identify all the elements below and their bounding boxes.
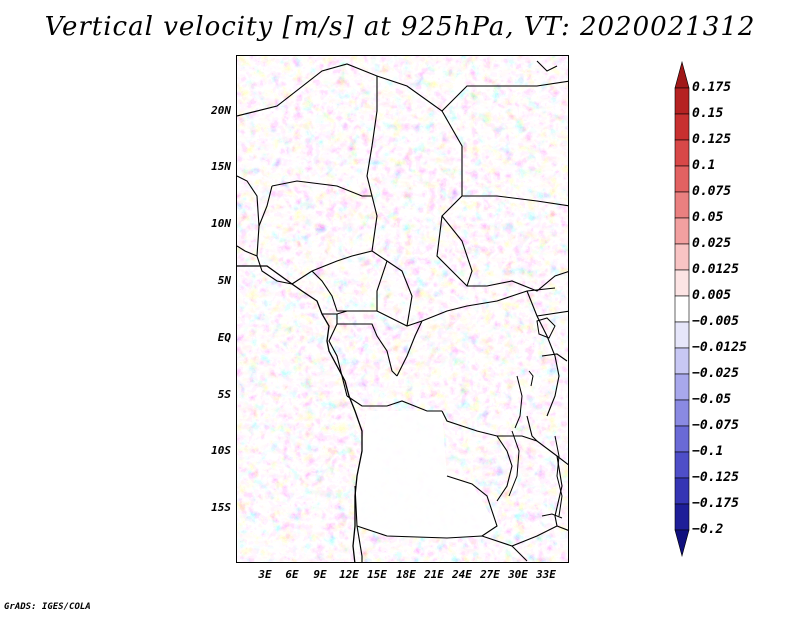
colorbar-level-label: −0.05 xyxy=(692,392,732,407)
colorbar-bin xyxy=(674,451,690,479)
lat-label-15n: 15N xyxy=(211,160,231,173)
colorbar-level-label: −0.075 xyxy=(692,418,739,433)
coastline xyxy=(237,265,363,562)
vertical-velocity-field xyxy=(237,56,568,562)
colorbar-bin xyxy=(674,60,690,89)
colorbar-level-label: 0.075 xyxy=(692,184,732,199)
colorbar-level-label: −0.1 xyxy=(692,444,724,459)
grads-credit: GrADS: IGES/COLA xyxy=(4,602,91,612)
colorbar-bin xyxy=(674,477,690,505)
colorbar-level-label: −0.005 xyxy=(692,314,739,329)
colorbar-level-label: 0.15 xyxy=(692,106,724,121)
colorbar-bin xyxy=(674,113,690,141)
lon-label-9e: 9E xyxy=(313,568,327,581)
colorbar-bin xyxy=(674,295,690,323)
lon-label-24e: 24E xyxy=(452,568,472,581)
colorbar-level-label: 0.175 xyxy=(692,80,732,95)
colorbar-bin xyxy=(674,191,690,219)
colorbar-bin xyxy=(674,503,690,531)
colorbar-bin xyxy=(674,269,690,297)
colorbar-bin xyxy=(674,165,690,193)
colorbar-bin xyxy=(674,139,690,167)
colorbar-level-label: −0.175 xyxy=(692,496,739,511)
country-boundaries xyxy=(237,60,568,562)
colorbar-bin xyxy=(674,373,690,401)
colorbar-level-label: 0.05 xyxy=(692,210,724,225)
lakes xyxy=(508,317,563,519)
map-plot-area xyxy=(236,55,569,563)
colorbar-level-label: 0.125 xyxy=(692,132,732,147)
plot-title: Vertical velocity [m/s] at 925hPa, VT: 2… xyxy=(44,12,756,42)
colorbar-level-label: −0.025 xyxy=(692,366,739,381)
colorbar-bin xyxy=(674,347,690,375)
lon-label-21e: 21E xyxy=(424,568,444,581)
colorbar-level-label: 0.005 xyxy=(692,288,732,303)
colorbar-bin xyxy=(674,399,690,427)
colorbar-bin xyxy=(674,87,690,115)
colorbar-level-label: −0.125 xyxy=(692,470,739,485)
colorbar-level-label: −0.2 xyxy=(692,522,724,537)
colorbar-level-label: 0.1 xyxy=(692,158,716,173)
lat-label-20n: 20N xyxy=(211,104,231,117)
lat-label-5s: 5S xyxy=(217,388,231,401)
lon-label-30e: 30E xyxy=(508,568,528,581)
lon-label-27e: 27E xyxy=(480,568,500,581)
lon-label-18e: 18E xyxy=(396,568,416,581)
colorbar-bin xyxy=(674,217,690,245)
lon-label-33e: 33E xyxy=(536,568,556,581)
lon-label-3e: 3E xyxy=(258,568,272,581)
colorbar-bin xyxy=(674,529,690,558)
lat-label-15s: 15S xyxy=(211,501,231,514)
masked-region xyxy=(355,411,497,538)
lon-label-6e: 6E xyxy=(285,568,299,581)
colorbar-level-label: 0.0125 xyxy=(692,262,739,277)
colorbar-level-label: −0.0125 xyxy=(692,340,747,355)
colorbar xyxy=(674,60,690,558)
colorbar-bin xyxy=(674,425,690,453)
lon-label-15e: 15E xyxy=(367,568,387,581)
lat-label-10s: 10S xyxy=(211,444,231,457)
lat-label-5n: 5N xyxy=(217,274,231,287)
colorbar-bin xyxy=(674,321,690,349)
lat-label-10n: 10N xyxy=(211,217,231,230)
lat-label-eq: EQ xyxy=(217,331,231,344)
colorbar-level-label: 0.025 xyxy=(692,236,732,251)
colorbar-bin xyxy=(674,243,690,271)
lon-label-12e: 12E xyxy=(339,568,359,581)
